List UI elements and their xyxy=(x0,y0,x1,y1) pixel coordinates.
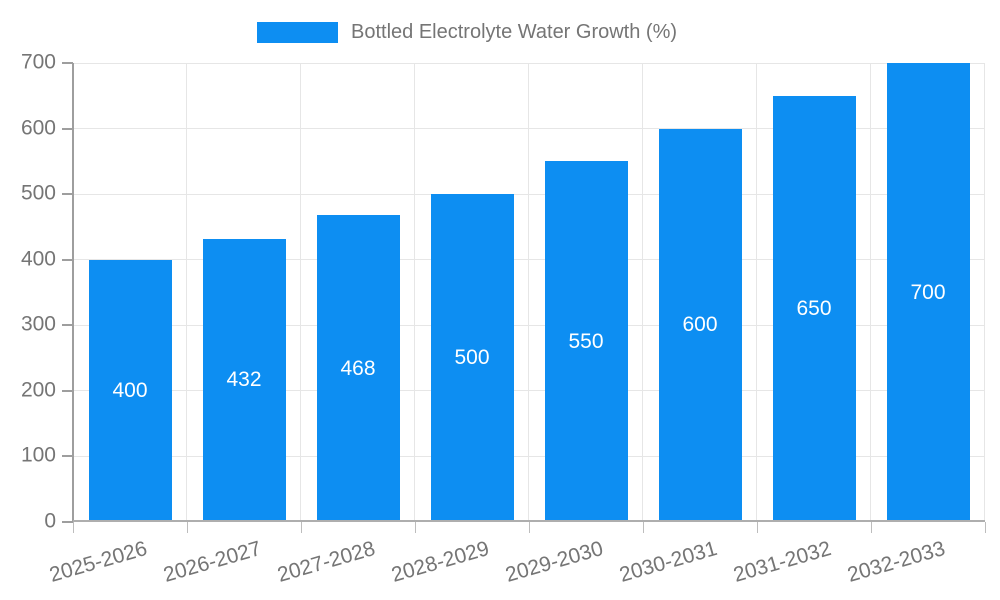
legend-item[interactable]: Bottled Electrolyte Water Growth (%) xyxy=(257,22,677,43)
value-label-layer: 400 432 468 500 550 600 650 700 xyxy=(73,63,985,522)
bar[interactable] xyxy=(88,259,172,522)
bar-layer xyxy=(73,63,985,522)
y-tick xyxy=(62,324,73,327)
y-tick xyxy=(62,389,73,392)
gridline-v xyxy=(186,63,187,522)
bar[interactable] xyxy=(544,161,628,522)
x-tick xyxy=(756,522,758,533)
gridline-v xyxy=(642,63,643,522)
y-tick xyxy=(62,62,73,64)
x-axis-label: 2028-2029 xyxy=(388,537,492,587)
y-axis-label: 300 xyxy=(20,312,56,336)
bar-value-label: 500 xyxy=(454,346,490,370)
y-axis-label: 0 xyxy=(44,509,56,533)
y-tick xyxy=(62,193,73,196)
bar[interactable] xyxy=(430,194,514,522)
gridline-h xyxy=(73,62,985,64)
gridline-h xyxy=(73,455,985,457)
x-axis-label: 2026-2027 xyxy=(160,537,264,587)
y-tick xyxy=(62,258,73,261)
x-axis-label: 2030-2031 xyxy=(616,537,720,587)
gridline-v xyxy=(756,63,757,522)
gridline-v xyxy=(870,63,871,522)
bar[interactable] xyxy=(202,238,286,522)
gridline-h xyxy=(73,324,985,326)
gridline-h xyxy=(73,259,985,261)
bar[interactable] xyxy=(316,215,400,522)
y-tick xyxy=(62,455,73,458)
legend: Bottled Electrolyte Water Growth (%) xyxy=(257,22,677,43)
y-axis-label: 600 xyxy=(20,116,56,140)
x-axis-line xyxy=(73,520,985,522)
x-tick xyxy=(642,522,644,533)
x-axis-label: 2029-2030 xyxy=(502,537,606,587)
gridline-h xyxy=(73,390,985,392)
x-axis-label: 2025-2026 xyxy=(46,537,150,587)
gridline-v xyxy=(300,63,301,522)
bar-value-label: 400 xyxy=(112,378,148,402)
grid-layer xyxy=(73,62,985,522)
x-tick xyxy=(870,522,872,533)
y-axis-line xyxy=(72,63,74,522)
gridline-v xyxy=(984,63,985,522)
y-tick xyxy=(62,127,73,130)
x-tick xyxy=(414,522,416,533)
y-tick xyxy=(62,521,73,523)
x-axis-label: 2027-2028 xyxy=(274,537,378,587)
y-axis-label: 200 xyxy=(20,378,56,402)
x-tick xyxy=(72,522,74,533)
bar[interactable] xyxy=(658,128,742,522)
y-axis-label: 700 xyxy=(20,50,56,74)
x-tick xyxy=(528,522,530,533)
x-axis-label: 2032-2033 xyxy=(844,537,948,587)
bar[interactable] xyxy=(772,95,856,522)
bar-value-label: 468 xyxy=(340,356,376,380)
gridline-h xyxy=(73,193,985,195)
gridline-v xyxy=(528,63,529,522)
bar-value-label: 700 xyxy=(910,280,946,304)
legend-swatch xyxy=(257,22,338,43)
x-tick xyxy=(186,522,188,533)
legend-label: Bottled Electrolyte Water Growth (%) xyxy=(351,21,678,43)
y-axis-label: 100 xyxy=(20,443,56,467)
x-axis-labels: 2025-2026 2026-2027 2027-2028 2028-2029 2029… xyxy=(46,522,985,600)
gridline-h xyxy=(73,128,985,130)
bar-value-label: 600 xyxy=(682,313,718,337)
bar[interactable] xyxy=(886,63,970,522)
plot-area: 400 432 468 500 550 600 650 700 2025-2026 2026-2… xyxy=(21,51,986,587)
gridline-v xyxy=(414,63,415,522)
y-axis-label: 500 xyxy=(20,181,56,205)
x-tick xyxy=(300,522,302,533)
x-tick xyxy=(984,522,986,533)
y-axis-label: 400 xyxy=(20,247,56,271)
bar-value-label: 550 xyxy=(568,329,604,353)
x-axis-label: 2031-2032 xyxy=(730,537,834,587)
bar-value-label: 432 xyxy=(226,368,262,392)
bar-value-label: 650 xyxy=(796,296,832,320)
